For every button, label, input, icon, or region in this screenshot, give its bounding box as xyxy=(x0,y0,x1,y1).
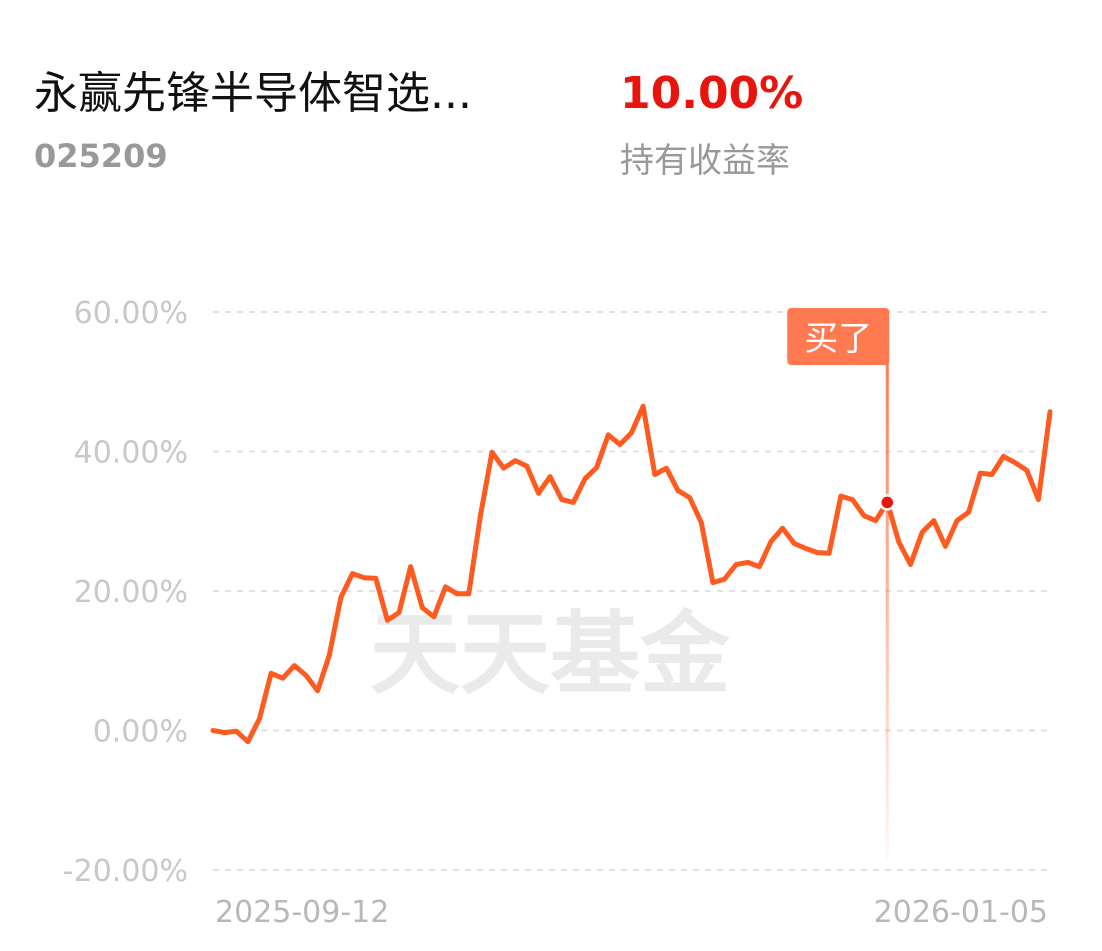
buy-tag-text: 买了 xyxy=(804,319,872,359)
watermark: 天天基金 xyxy=(370,602,731,707)
return-label: 持有收益率 xyxy=(620,141,790,181)
fund-name: 永赢先锋半导体智选... xyxy=(34,68,472,119)
x-tick-label: 2025-09-12 xyxy=(215,895,389,930)
buy-tag xyxy=(787,308,890,365)
y-tick-label: -20.00% xyxy=(63,854,188,889)
y-tick-label: 60.00% xyxy=(74,296,188,331)
y-tick-label: 20.00% xyxy=(74,575,188,610)
buy-point xyxy=(879,494,896,511)
line xyxy=(210,403,1053,745)
buy-line xyxy=(885,360,889,860)
y-tick-label: 40.00% xyxy=(74,436,188,471)
return-value: 10.00% xyxy=(620,68,803,119)
fund-code: 025209 xyxy=(34,137,168,175)
y-tick-label: 0.00% xyxy=(93,715,188,750)
x-tick-label: 2026-01-05 xyxy=(874,895,1048,930)
